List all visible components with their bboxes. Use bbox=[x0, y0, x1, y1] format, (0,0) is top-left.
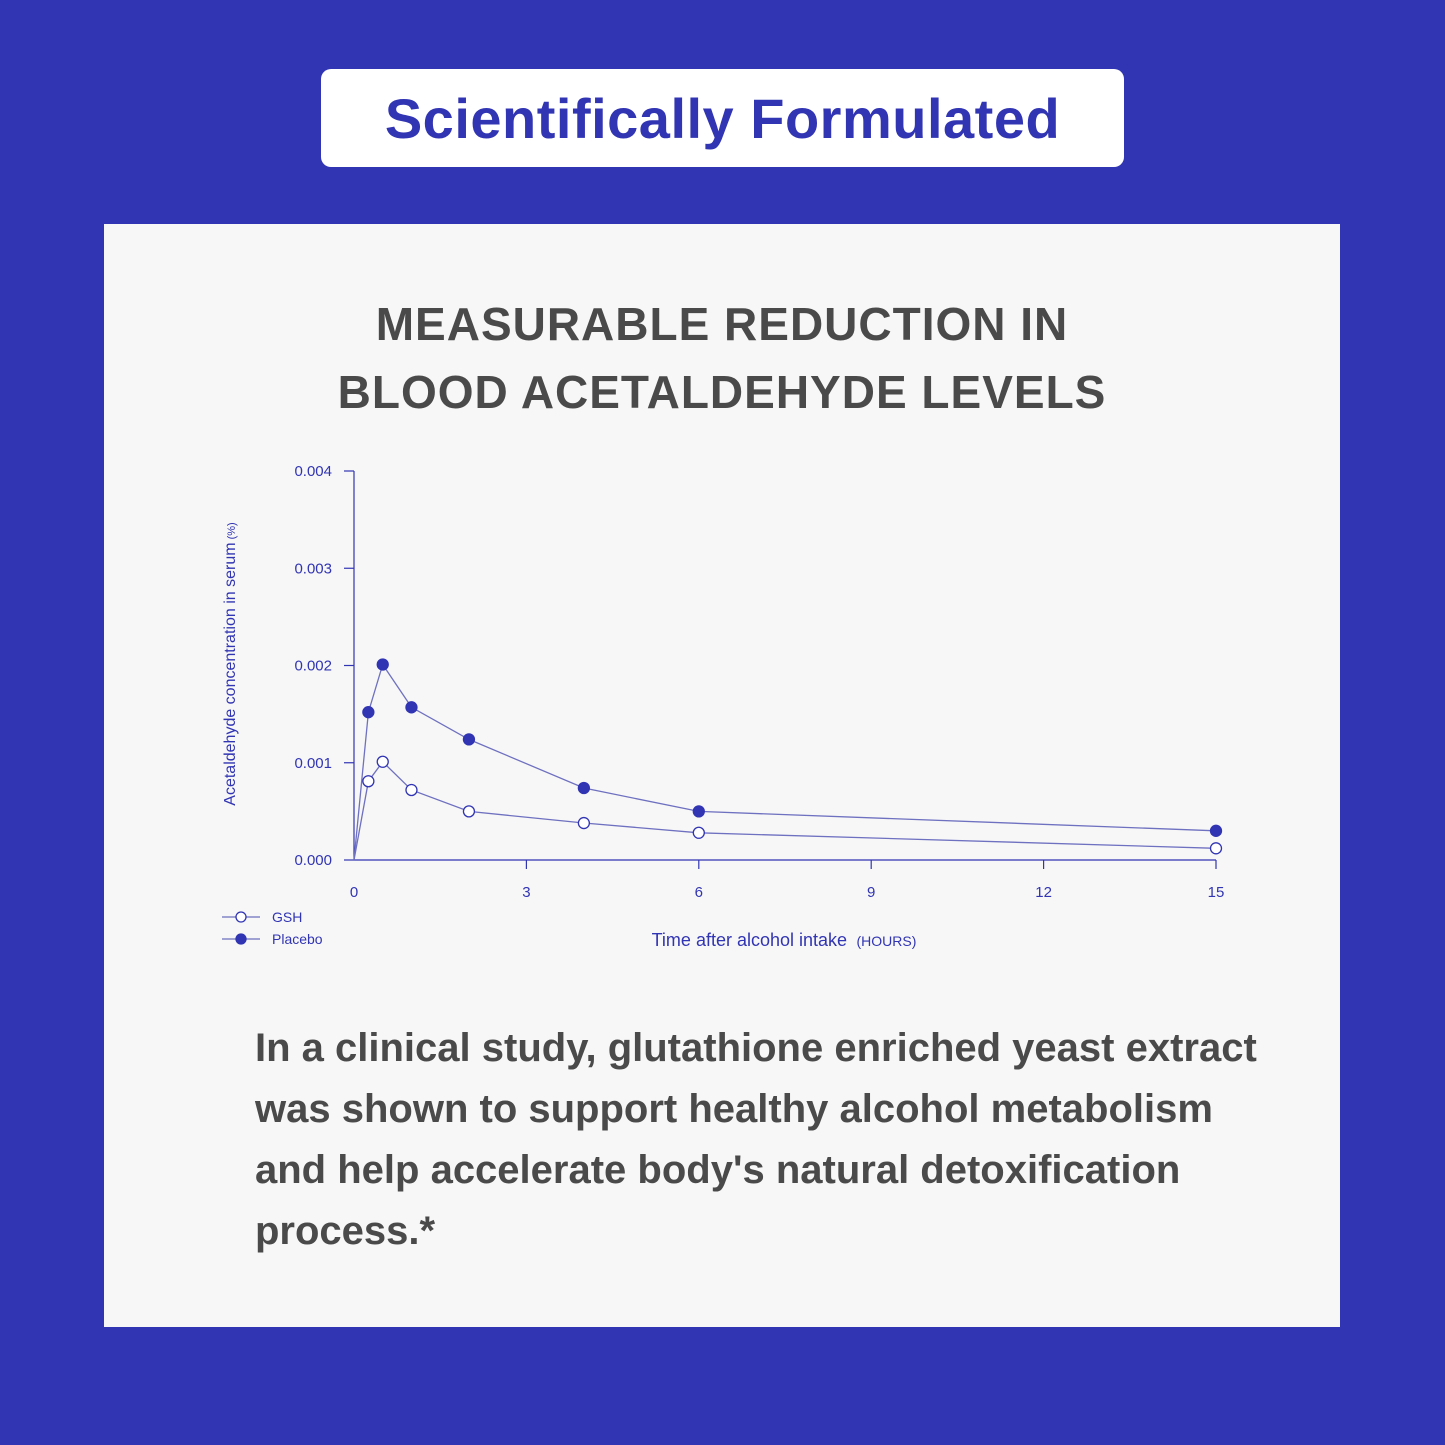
data-point-placebo bbox=[1209, 824, 1223, 837]
data-point-gsh bbox=[577, 816, 591, 830]
data-point-gsh bbox=[376, 755, 389, 768]
x-tick-label: 3 bbox=[522, 884, 530, 901]
series-line-placebo bbox=[353, 662, 1217, 861]
chart-x-axis-label: Time after alcohol intake (HOURS) bbox=[652, 930, 917, 950]
x-tick-label: 15 bbox=[1208, 884, 1225, 901]
card-title-line-2: BLOOD ACETALDEHYDE LEVELS bbox=[337, 366, 1107, 418]
data-point-placebo bbox=[362, 706, 375, 719]
data-point-gsh bbox=[1209, 842, 1223, 855]
chart-y-axis-label: Acetaldehyde concentration in serum (%) bbox=[222, 522, 239, 805]
x-tick-label: 0 bbox=[350, 884, 358, 901]
data-point-placebo bbox=[692, 805, 705, 818]
y-tick-label: 0.003 bbox=[294, 560, 332, 577]
chart-points bbox=[362, 658, 1223, 855]
data-point-gsh bbox=[362, 775, 375, 788]
chart-x-axis-label-main: Time after alcohol intake bbox=[652, 930, 847, 950]
data-point-placebo bbox=[462, 733, 476, 746]
chart-x-axis-label-unit: (HOURS) bbox=[857, 933, 917, 949]
acetaldehyde-chart: 0.000 0.001 0.002 0.003 0.004 0 3 6 9 12 15 Acetal… bbox=[222, 463, 1224, 950]
study-description: In a clinical study, glutathione enriche… bbox=[255, 1026, 1257, 1253]
series-line-gsh bbox=[353, 760, 1217, 861]
legend-marker-gsh bbox=[235, 911, 247, 923]
y-tick-label: 0.000 bbox=[294, 852, 332, 869]
card-title-line-1: MEASURABLE REDUCTION IN bbox=[375, 298, 1069, 350]
legend-label-gsh: GSH bbox=[272, 909, 302, 925]
x-tick-label: 12 bbox=[1035, 884, 1052, 901]
data-point-placebo bbox=[577, 781, 591, 795]
y-tick-label: 0.001 bbox=[294, 755, 332, 772]
data-point-gsh bbox=[405, 783, 418, 797]
chart-series-lines bbox=[353, 662, 1217, 861]
header-badge: Scientifically Formulated bbox=[321, 69, 1124, 167]
legend-marker-placebo bbox=[235, 933, 247, 945]
legend-label-placebo: Placebo bbox=[272, 931, 323, 947]
data-point-placebo bbox=[405, 701, 418, 714]
x-tick-label: 6 bbox=[695, 884, 703, 901]
y-tick-label: 0.004 bbox=[294, 463, 332, 480]
data-point-placebo bbox=[376, 658, 389, 671]
content-card: MEASURABLE REDUCTION IN BLOOD ACETALDEHY… bbox=[104, 224, 1340, 1327]
chart-axes: 0.000 0.001 0.002 0.003 0.004 0 3 6 9 12 15 bbox=[294, 463, 1224, 901]
badge-label: Scientifically Formulated bbox=[384, 86, 1061, 150]
x-tick-label: 9 bbox=[867, 884, 875, 901]
data-point-gsh bbox=[462, 805, 476, 818]
y-tick-label: 0.002 bbox=[294, 658, 332, 675]
data-point-gsh bbox=[692, 826, 705, 839]
card-title: MEASURABLE REDUCTION IN BLOOD ACETALDEHY… bbox=[104, 290, 1340, 426]
chart-legend: GSH Placebo bbox=[222, 909, 323, 947]
